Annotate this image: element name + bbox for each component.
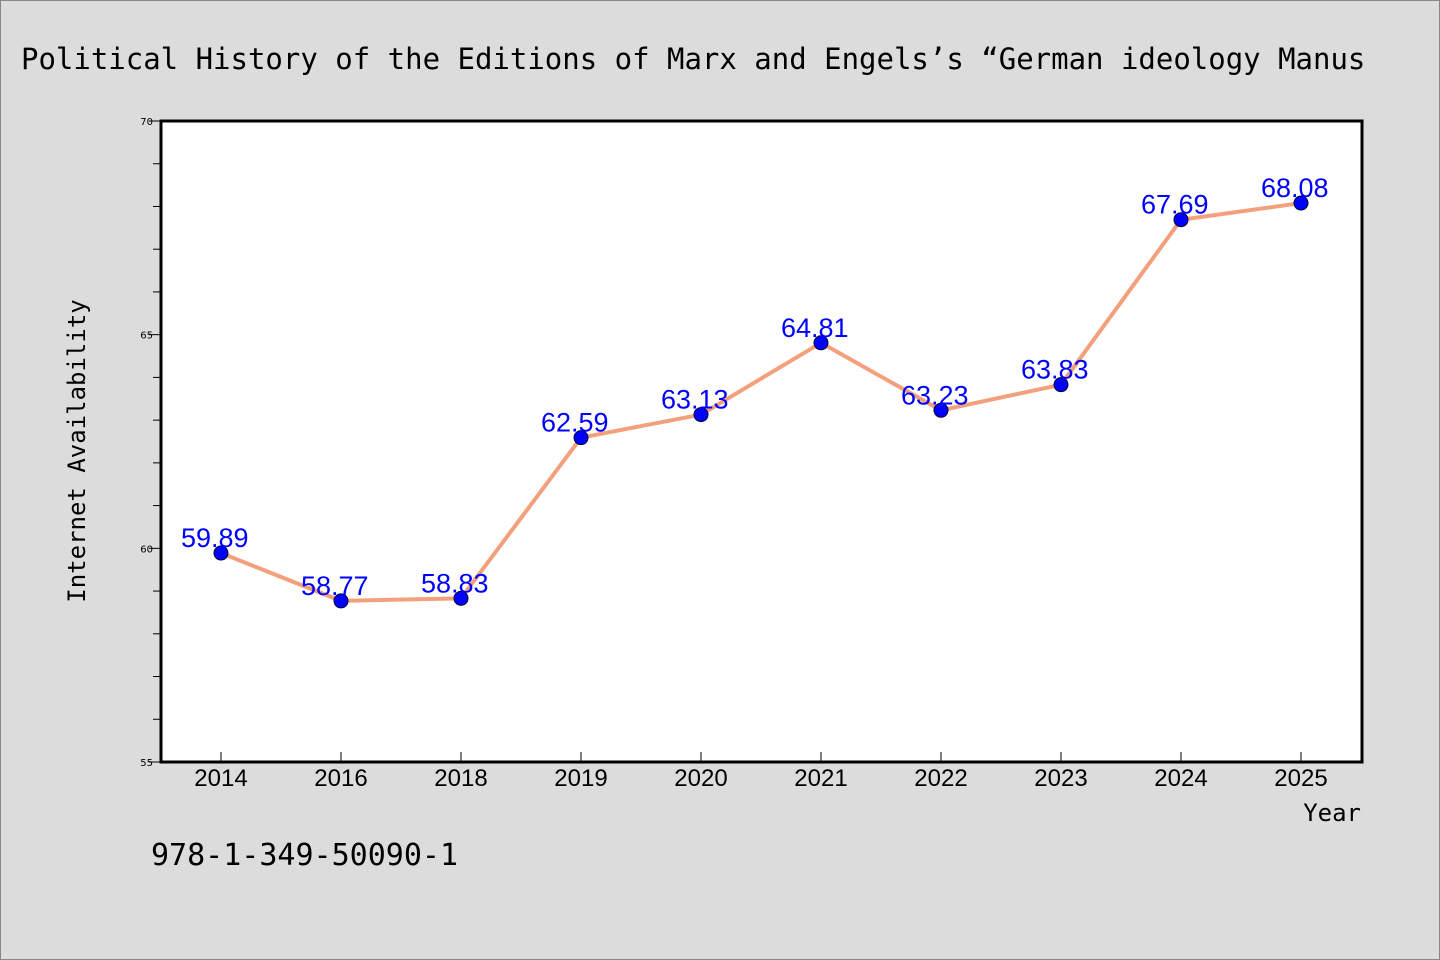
data-label: 68.08 [1261,173,1329,203]
data-label: 58.77 [301,571,369,601]
data-point [1293,195,1309,211]
y-tick-label: 65 [140,331,153,342]
x-tick-label: 2025 [1274,765,1327,792]
data-point [573,430,589,446]
y-tick-label: 55 [140,758,153,769]
x-tick-label: 2023 [1034,765,1087,792]
data-point [333,593,349,609]
data-label: 67.69 [1141,190,1209,220]
isbn-text: 978-1-349-50090-1 [151,838,458,873]
x-tick-label: 2021 [794,765,847,792]
data-label: 59.89 [181,523,249,553]
data-point [1053,377,1069,393]
y-axis: 55 60 65 70 [140,117,161,769]
data-point [453,590,469,606]
data-labels: 59.89 58.77 58.83 62.59 63.13 64.81 63.23 63.83… [181,173,1329,601]
x-tick-label: 2018 [434,765,487,792]
data-label: 63.13 [661,385,729,415]
data-label: 64.81 [781,313,849,343]
chart-title: Political History of the Editions of Mar… [21,42,1365,76]
x-tick-label: 2022 [914,765,967,792]
series-line [220,201,1302,603]
x-tick-label: 2014 [194,765,247,792]
data-point [213,545,229,561]
data-label: 62.59 [541,408,609,438]
data-point [813,335,829,351]
data-label: 63.83 [1021,355,1089,385]
data-label: 58.83 [421,568,489,598]
data-point [1173,212,1189,228]
plot-area [159,119,1364,764]
data-label: 63.23 [901,380,969,410]
x-tick-label: 2024 [1154,765,1207,792]
data-point [693,407,709,423]
series-polyline [220,201,1302,603]
y-tick-label: 60 [140,544,153,555]
x-tick-label: 2016 [314,765,367,792]
series-markers [213,195,1309,609]
x-axis-label: Year [1303,799,1361,827]
x-tick-label: 2019 [554,765,607,792]
x-axis: 2014 2016 2018 2019 2020 2021 2022 2023 2024 2025 [194,752,1328,792]
y-tick-label: 70 [140,117,153,128]
y-axis-label: Internet Availability [63,299,91,602]
x-tick-label: 2020 [674,765,727,792]
data-point [933,402,949,418]
